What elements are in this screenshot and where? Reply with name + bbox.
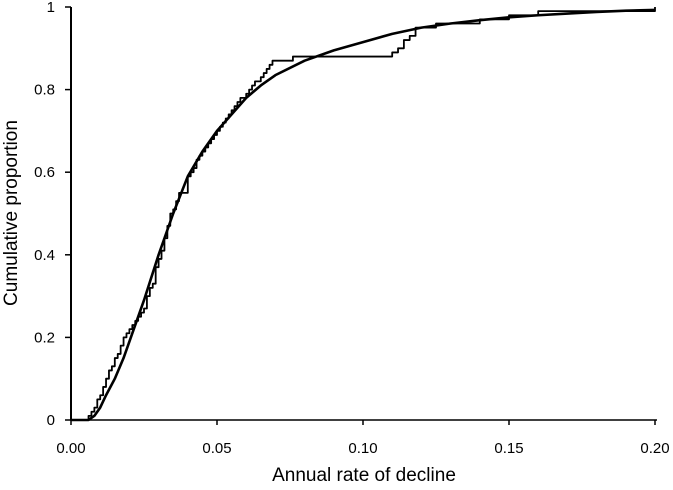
y-tick-label: 0.8 <box>34 82 55 99</box>
y-tick-label: 1 <box>47 0 55 16</box>
y-tick-label: 0.4 <box>34 247 55 264</box>
y-axis-label: Cumulative proportion <box>1 120 22 306</box>
x-tick-label: 0.00 <box>56 440 85 457</box>
axes <box>70 7 657 421</box>
empirical-step-line <box>71 7 656 421</box>
fitted-smooth-curve <box>71 8 656 422</box>
y-tick-label: 0.2 <box>34 329 55 346</box>
x-tick-label: 0.20 <box>640 440 669 457</box>
x-tick-label: 0.10 <box>348 440 377 457</box>
x-tick-label: 0.05 <box>202 440 231 457</box>
x-tick-label: 0.15 <box>494 440 523 457</box>
plot-lines <box>71 7 656 422</box>
y-tick-label: 0 <box>47 412 55 429</box>
x-axis-label: Annual rate of decline <box>272 465 456 485</box>
y-ticks: 0 0.2 0.4 0.6 0.8 1 <box>34 0 71 429</box>
x-ticks: 0.00 0.05 0.10 0.15 0.20 <box>56 420 670 457</box>
y-tick-label: 0.6 <box>34 164 55 181</box>
